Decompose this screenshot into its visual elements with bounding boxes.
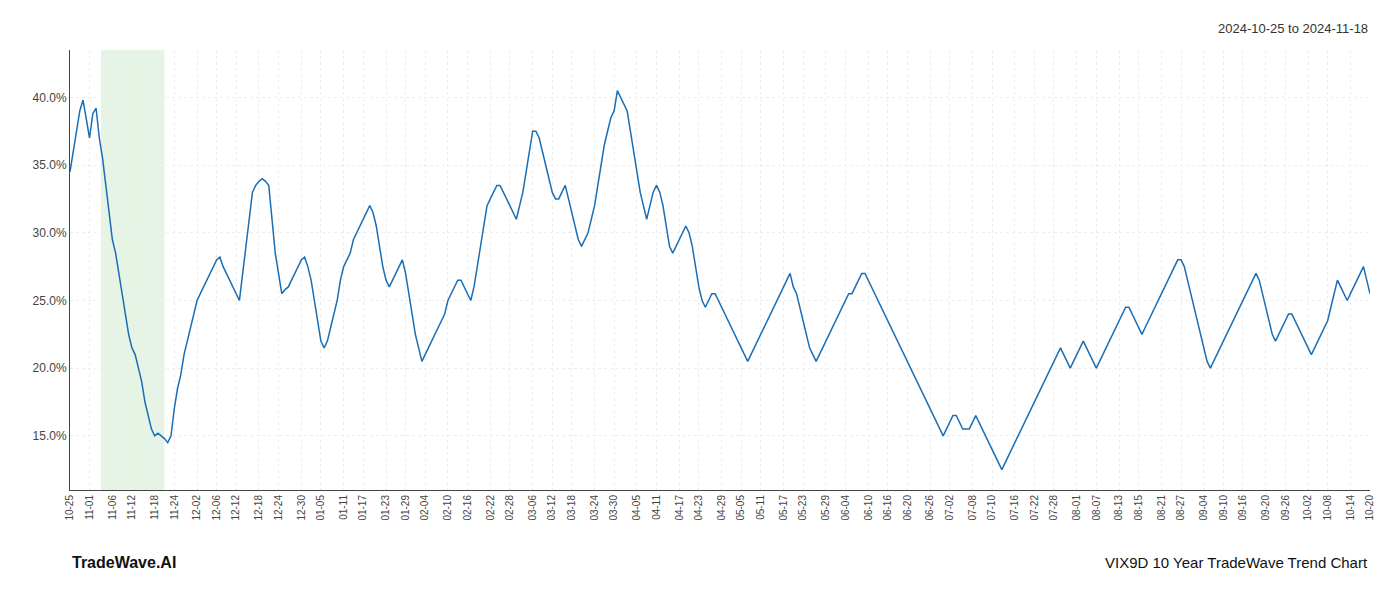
svg-text:07-10: 07-10 <box>986 495 997 521</box>
svg-text:02-16: 02-16 <box>462 495 473 521</box>
svg-text:09-26: 09-26 <box>1280 495 1291 521</box>
svg-text:07-02: 07-02 <box>944 495 955 521</box>
svg-text:04-17: 04-17 <box>674 495 685 521</box>
svg-text:2024-10-25 to 2024-11-18: 2024-10-25 to 2024-11-18 <box>1218 21 1368 36</box>
svg-text:06-20: 06-20 <box>902 495 913 521</box>
svg-text:08-01: 08-01 <box>1071 495 1082 521</box>
svg-text:01-29: 01-29 <box>400 495 411 521</box>
svg-text:15.0%: 15.0% <box>33 429 67 443</box>
svg-text:06-10: 06-10 <box>863 495 874 521</box>
svg-text:01-17: 01-17 <box>357 495 368 521</box>
svg-text:03-12: 03-12 <box>546 495 557 521</box>
svg-text:12-12: 12-12 <box>230 495 241 521</box>
svg-text:02-04: 02-04 <box>419 495 430 521</box>
svg-text:03-18: 03-18 <box>566 495 577 521</box>
svg-text:10-14: 10-14 <box>1345 495 1356 521</box>
svg-text:02-22: 02-22 <box>485 495 496 521</box>
svg-text:08-21: 08-21 <box>1156 495 1167 521</box>
svg-text:08-07: 08-07 <box>1091 495 1102 521</box>
svg-text:09-10: 09-10 <box>1218 495 1229 521</box>
svg-text:05-29: 05-29 <box>820 495 831 521</box>
svg-text:04-29: 04-29 <box>716 495 727 521</box>
svg-text:01-05: 01-05 <box>315 495 326 521</box>
svg-text:07-22: 07-22 <box>1029 495 1040 521</box>
svg-text:40.0%: 40.0% <box>33 91 67 105</box>
svg-text:12-02: 12-02 <box>191 495 202 521</box>
svg-text:12-24: 12-24 <box>273 495 284 521</box>
svg-text:06-04: 06-04 <box>840 495 851 521</box>
svg-text:08-27: 08-27 <box>1175 495 1186 521</box>
svg-text:04-05: 04-05 <box>631 495 642 521</box>
svg-text:12-18: 12-18 <box>253 495 264 521</box>
svg-text:05-11: 05-11 <box>755 495 766 520</box>
svg-text:25.0%: 25.0% <box>33 294 67 308</box>
svg-text:11-18: 11-18 <box>149 495 160 520</box>
svg-text:05-17: 05-17 <box>778 495 789 521</box>
svg-text:30.0%: 30.0% <box>33 226 67 240</box>
svg-text:07-08: 07-08 <box>967 495 978 521</box>
svg-text:01-23: 01-23 <box>380 495 391 521</box>
svg-text:05-23: 05-23 <box>797 495 808 521</box>
svg-text:04-11: 04-11 <box>651 495 662 520</box>
svg-text:03-06: 03-06 <box>527 495 538 521</box>
svg-text:11-06: 11-06 <box>107 495 118 520</box>
svg-text:08-13: 08-13 <box>1113 495 1124 521</box>
svg-text:06-16: 06-16 <box>882 495 893 521</box>
svg-text:09-16: 09-16 <box>1237 495 1248 521</box>
svg-text:06-26: 06-26 <box>924 495 935 521</box>
svg-text:01-11: 01-11 <box>338 495 349 520</box>
svg-text:TradeWave.AI: TradeWave.AI <box>72 554 176 571</box>
svg-text:11-01: 11-01 <box>84 495 95 520</box>
svg-text:10-20: 10-20 <box>1364 495 1375 521</box>
svg-text:05-05: 05-05 <box>735 495 746 521</box>
svg-text:11-24: 11-24 <box>169 495 180 520</box>
svg-text:10-25: 10-25 <box>64 495 75 521</box>
svg-text:12-06: 12-06 <box>211 495 222 521</box>
svg-text:VIX9D 10 Year TradeWave Trend: VIX9D 10 Year TradeWave Trend Chart <box>1105 554 1368 571</box>
svg-text:02-28: 02-28 <box>504 495 515 521</box>
svg-text:07-28: 07-28 <box>1048 495 1059 521</box>
svg-text:11-12: 11-12 <box>126 495 137 520</box>
svg-text:12-30: 12-30 <box>296 495 307 521</box>
svg-text:03-24: 03-24 <box>589 495 600 521</box>
svg-text:07-16: 07-16 <box>1009 495 1020 521</box>
svg-text:10-08: 10-08 <box>1322 495 1333 521</box>
svg-text:02-10: 02-10 <box>442 495 453 521</box>
svg-text:20.0%: 20.0% <box>33 361 67 375</box>
svg-text:35.0%: 35.0% <box>33 158 67 172</box>
svg-text:08-15: 08-15 <box>1133 495 1144 521</box>
svg-text:10-02: 10-02 <box>1302 495 1313 521</box>
svg-text:03-30: 03-30 <box>608 495 619 521</box>
svg-text:09-04: 09-04 <box>1198 495 1209 521</box>
svg-text:09-20: 09-20 <box>1260 495 1271 521</box>
svg-text:04-23: 04-23 <box>693 495 704 521</box>
